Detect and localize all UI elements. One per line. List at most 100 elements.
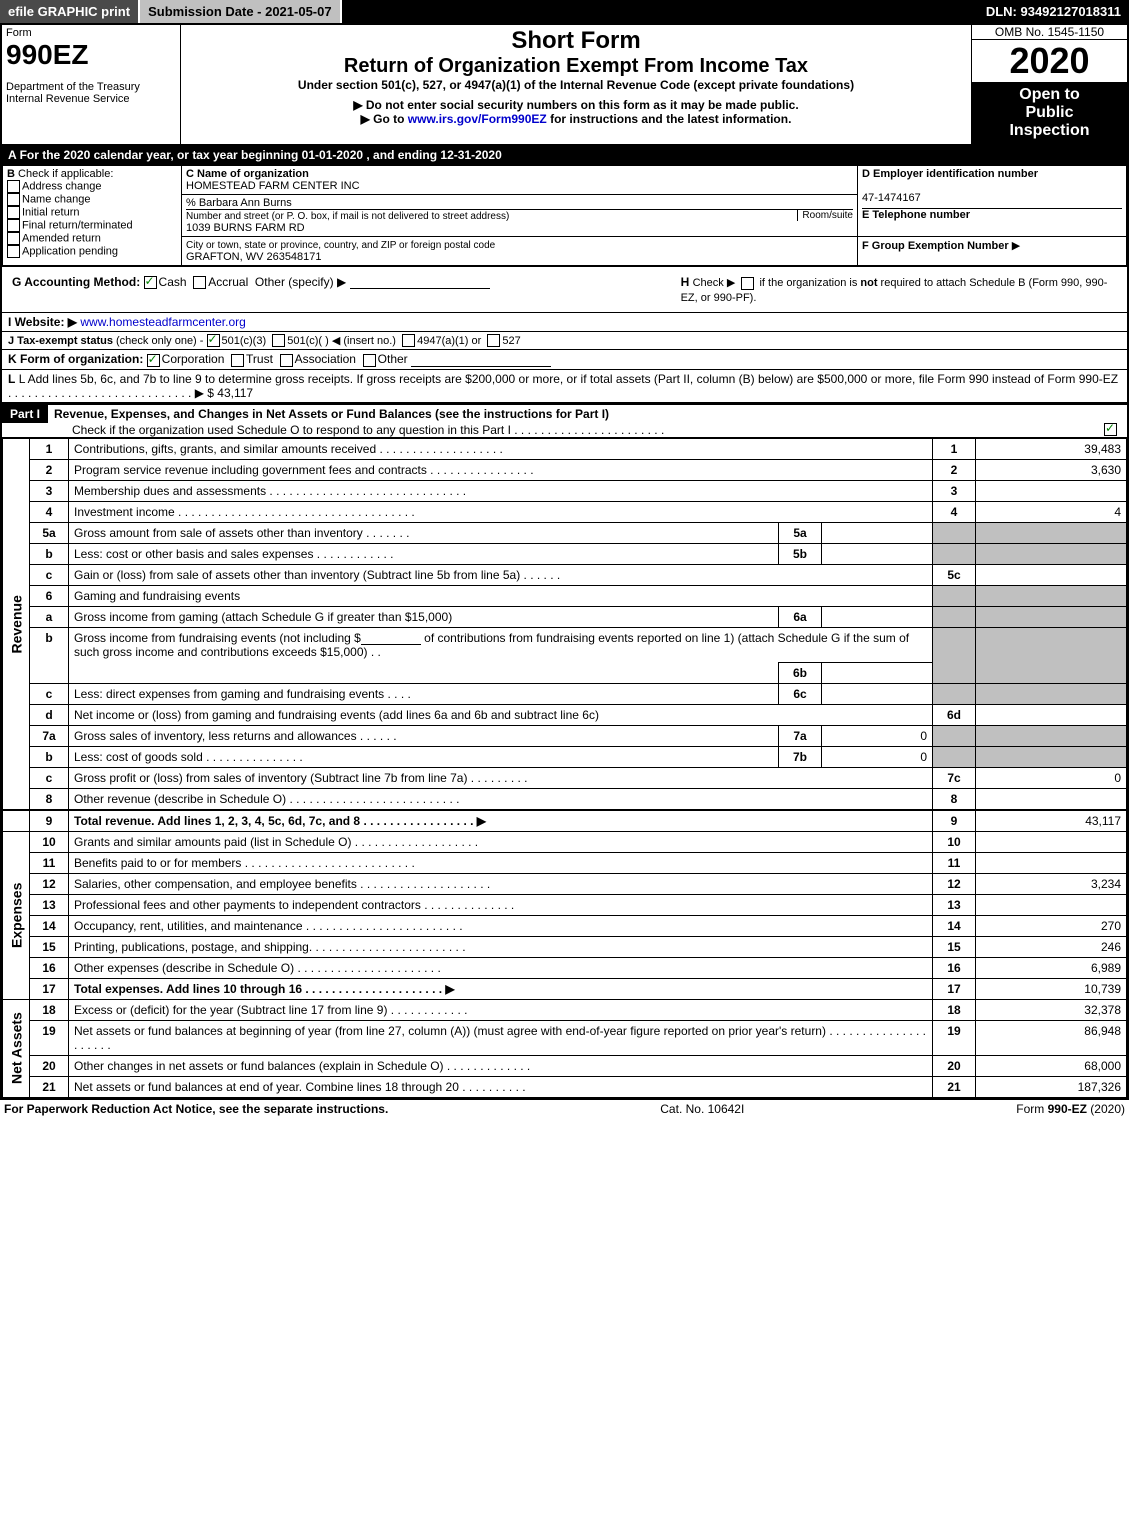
g-label: G Accounting Method: — [12, 275, 140, 289]
line-7a-val: 0 — [822, 725, 933, 746]
h-label: H — [681, 275, 690, 289]
check-501c[interactable] — [272, 334, 285, 347]
part1-check-note: Check if the organization used Schedule … — [72, 423, 664, 437]
line-17-desc: Total expenses. Add lines 10 through 16 … — [69, 978, 933, 999]
org-name: HOMESTEAD FARM CENTER INC — [186, 180, 360, 192]
line-1-desc: Contributions, gifts, grants, and simila… — [69, 438, 933, 459]
part1-title: Revenue, Expenses, and Changes in Net As… — [54, 407, 609, 421]
line-14-amount: 270 — [976, 915, 1127, 936]
line-11-desc: Benefits paid to or for members . . . . … — [69, 852, 933, 873]
check-h[interactable] — [741, 277, 754, 290]
footer: For Paperwork Reduction Act Notice, see … — [0, 1100, 1129, 1118]
title-short-form: Short Form — [185, 27, 967, 55]
l-amount: $ 43,117 — [207, 386, 253, 400]
street-label: Number and street (or P. O. box, if mail… — [186, 211, 509, 222]
d-label: D Employer identification number — [862, 168, 1038, 180]
check-address-change[interactable] — [7, 180, 20, 193]
dln-number: DLN: 93492127018311 — [978, 0, 1129, 23]
c-label: C Name of organization — [186, 168, 309, 180]
row-a-tax-year: For the 2020 calendar year, or tax year … — [20, 148, 502, 162]
check-name-change[interactable] — [7, 193, 20, 206]
form-number: 990EZ — [6, 39, 176, 71]
check-initial-return[interactable] — [7, 206, 20, 219]
line-2-desc: Program service revenue including govern… — [69, 459, 933, 480]
check-other[interactable] — [363, 354, 376, 367]
instructions-link-row: ▶ Go to www.irs.gov/Form990EZ for instru… — [185, 112, 967, 126]
check-application-pending[interactable] — [7, 245, 20, 258]
e-label: E Telephone number — [862, 209, 970, 221]
line-13-amount — [976, 894, 1127, 915]
efile-print-button[interactable]: efile GRAPHIC print — [0, 0, 140, 23]
check-final-return[interactable] — [7, 219, 20, 232]
check-4947[interactable] — [402, 334, 415, 347]
line-6a-val — [822, 606, 933, 627]
line-6b-val — [822, 662, 933, 683]
line-7c-amount: 0 — [976, 767, 1127, 788]
line-12-desc: Salaries, other compensation, and employ… — [69, 873, 933, 894]
f-label: F Group Exemption Number — [862, 240, 1009, 252]
line-19-desc: Net assets or fund balances at beginning… — [69, 1020, 933, 1055]
line-17-amount: 10,739 — [976, 978, 1127, 999]
line-11-amount — [976, 852, 1127, 873]
line-7b-desc: Less: cost of goods sold . . . . . . . .… — [69, 746, 779, 767]
footer-left: For Paperwork Reduction Act Notice, see … — [4, 1102, 388, 1116]
line-12-amount: 3,234 — [976, 873, 1127, 894]
line-6d-desc: Net income or (loss) from gaming and fun… — [69, 704, 933, 725]
line-15-amount: 246 — [976, 936, 1127, 957]
line-9-desc: Total revenue. Add lines 1, 2, 3, 4, 5c,… — [69, 810, 933, 832]
care-of: % Barbara Ann Burns — [186, 197, 292, 209]
submission-date: Submission Date - 2021-05-07 — [140, 0, 342, 23]
city-label: City or town, state or province, country… — [186, 240, 495, 251]
website-link[interactable]: www.homesteadfarmcenter.org — [80, 315, 245, 329]
line-19-amount: 86,948 — [976, 1020, 1127, 1055]
line-1-amount: 39,483 — [976, 438, 1127, 459]
footer-right: Form 990-EZ (2020) — [1016, 1102, 1125, 1116]
line-7c-desc: Gross profit or (loss) from sales of inv… — [69, 767, 933, 788]
tax-year: 2020 — [972, 40, 1127, 82]
line-6c-val — [822, 683, 933, 704]
line-6b-desc: Gross income from fundraising events (no… — [69, 627, 933, 662]
b-label: Check if applicable: — [18, 168, 113, 180]
check-assoc[interactable] — [280, 354, 293, 367]
dept-label: Department of the Treasury Internal Reve… — [6, 81, 176, 105]
instructions-link[interactable]: www.irs.gov/Form990EZ — [408, 112, 547, 126]
line-10-desc: Grants and similar amounts paid (list in… — [69, 831, 933, 852]
line-10-amount — [976, 831, 1127, 852]
check-501c3[interactable] — [207, 334, 220, 347]
top-bar: efile GRAPHIC print Submission Date - 20… — [0, 0, 1129, 23]
revenue-section-label: Revenue — [3, 438, 30, 810]
ssn-warning: Do not enter social security numbers on … — [185, 98, 967, 112]
line-15-desc: Printing, publications, postage, and shi… — [69, 936, 933, 957]
line-4-amount: 4 — [976, 501, 1127, 522]
line-8-desc: Other revenue (describe in Schedule O) .… — [69, 788, 933, 810]
line-21-desc: Net assets or fund balances at end of ye… — [69, 1076, 933, 1097]
line-9-amount: 43,117 — [976, 810, 1127, 832]
ein-value: 47-1474167 — [862, 192, 921, 204]
city-value: GRAFTON, WV 263548171 — [186, 251, 322, 263]
line-7a-desc: Gross sales of inventory, less returns a… — [69, 725, 779, 746]
footer-center: Cat. No. 10642I — [660, 1102, 744, 1116]
line-5a-desc: Gross amount from sale of assets other t… — [69, 522, 779, 543]
line-21-amount: 187,326 — [976, 1076, 1127, 1097]
line-20-amount: 68,000 — [976, 1055, 1127, 1076]
check-trust[interactable] — [231, 354, 244, 367]
line-5c-amount — [976, 564, 1127, 585]
omb-number: OMB No. 1545-1150 — [972, 25, 1127, 40]
check-accrual[interactable] — [193, 276, 206, 289]
i-label: I Website: ▶ — [8, 315, 77, 329]
check-cash[interactable] — [144, 276, 157, 289]
check-schedule-o[interactable] — [1104, 423, 1117, 436]
line-6c-desc: Less: direct expenses from gaming and fu… — [69, 683, 779, 704]
check-527[interactable] — [487, 334, 500, 347]
room-label: Room/suite — [797, 210, 853, 221]
line-5b-val — [822, 543, 933, 564]
check-amended-return[interactable] — [7, 232, 20, 245]
under-section-note: Under section 501(c), 527, or 4947(a)(1)… — [185, 78, 967, 92]
line-2-amount: 3,630 — [976, 459, 1127, 480]
form-label: Form — [6, 27, 176, 39]
j-label: J Tax-exempt status — [8, 335, 113, 347]
check-corp[interactable] — [147, 354, 160, 367]
title-main: Return of Organization Exempt From Incom… — [185, 55, 967, 78]
open-to-public: Open to Public Inspection — [972, 82, 1127, 144]
line-6d-amount — [976, 704, 1127, 725]
